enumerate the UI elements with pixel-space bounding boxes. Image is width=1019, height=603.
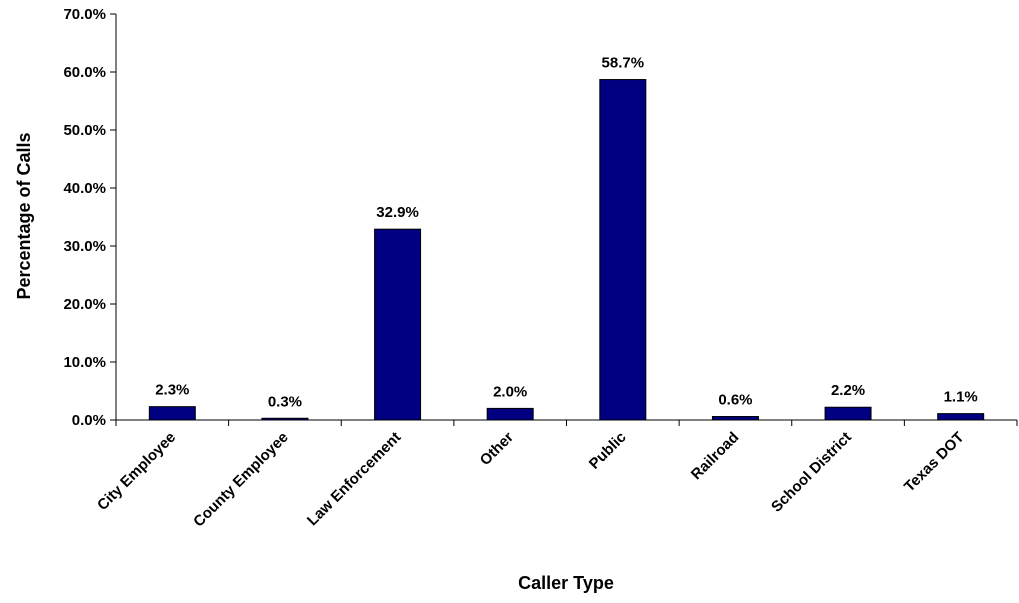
y-tick-label: 60.0% bbox=[63, 64, 106, 81]
y-tick-label: 20.0% bbox=[63, 296, 106, 313]
bar bbox=[486, 407, 534, 421]
data-label: 2.0% bbox=[493, 383, 527, 400]
x-tick-label: School District bbox=[768, 429, 855, 516]
y-tick-label: 50.0% bbox=[63, 122, 106, 139]
x-axis bbox=[115, 419, 1018, 426]
bar bbox=[261, 417, 309, 421]
data-label: 58.7% bbox=[602, 55, 645, 72]
category-labels: City Employee County Employee Law Enforcem… bbox=[94, 429, 967, 531]
y-tick-label: 40.0% bbox=[63, 180, 106, 197]
y-tick-label: 30.0% bbox=[63, 238, 106, 255]
x-tick-label: Railroad bbox=[688, 429, 742, 483]
x-tick-label: City Employee bbox=[94, 429, 179, 514]
x-tick-label: Law Enforcement bbox=[304, 429, 404, 529]
data-labels: 2.3% 0.3% 32.9% 2.0% 58.7% 0.6% 2.2% 1.1% bbox=[155, 55, 978, 411]
data-label: 1.1% bbox=[944, 389, 978, 406]
bar bbox=[711, 416, 759, 421]
x-tick-label: Public bbox=[586, 429, 630, 473]
bar bbox=[374, 228, 422, 421]
y-axis: 0.0% 10.0% 20.0% 30.0% 40.0% 50.0% 60.0% 70.0% bbox=[63, 6, 117, 429]
bar bbox=[937, 413, 985, 421]
y-tick-label: 10.0% bbox=[63, 354, 106, 371]
data-label: 2.3% bbox=[155, 382, 189, 399]
data-label: 32.9% bbox=[376, 204, 419, 221]
bars bbox=[148, 79, 985, 421]
bar bbox=[824, 406, 872, 421]
x-tick-label: County Employee bbox=[190, 429, 292, 531]
bar bbox=[599, 79, 647, 421]
y-axis-title: Percentage of Calls bbox=[14, 132, 34, 299]
data-label: 0.3% bbox=[268, 393, 302, 410]
x-axis-title: Caller Type bbox=[518, 573, 614, 593]
y-tick-label: 0.0% bbox=[72, 412, 106, 429]
x-tick-label: Texas DOT bbox=[901, 429, 968, 496]
y-tick-label: 70.0% bbox=[63, 6, 106, 23]
data-label: 2.2% bbox=[831, 382, 865, 399]
x-tick-label: Other bbox=[477, 429, 517, 469]
bar bbox=[148, 406, 196, 421]
data-label: 0.6% bbox=[718, 392, 752, 409]
